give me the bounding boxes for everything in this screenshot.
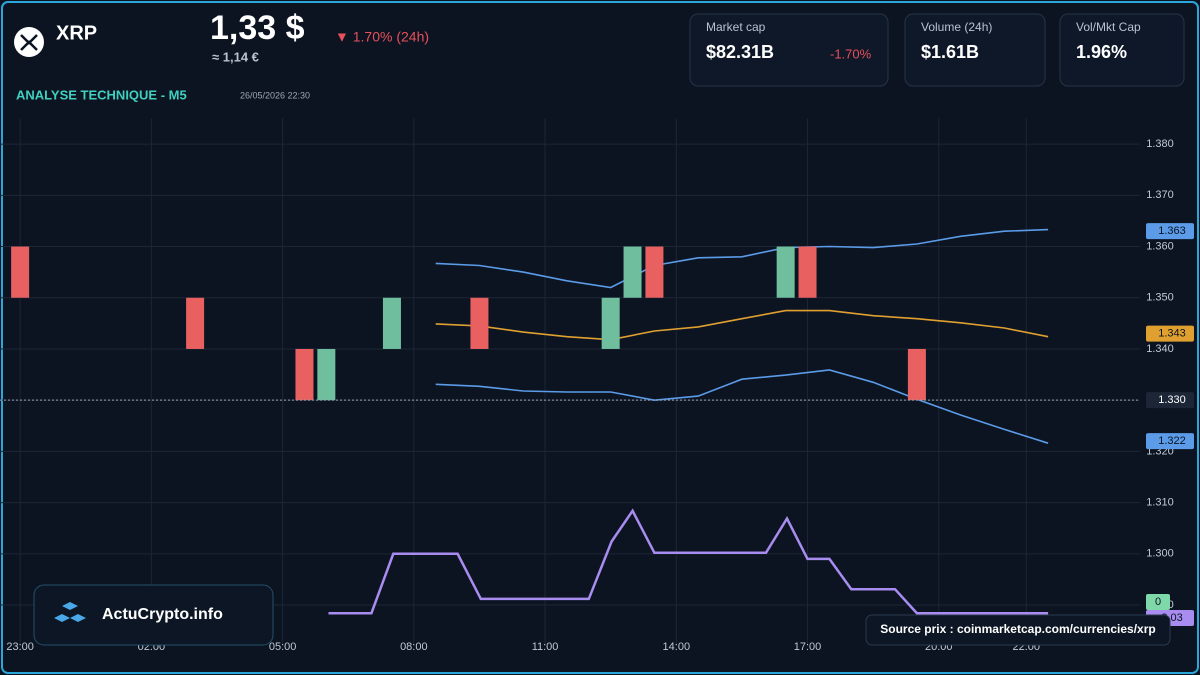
x-tick-label: 17:00 [794,641,822,653]
candle [382,297,401,349]
plot: 1.2901.3001.3101.3201.3301.3401.3501.360… [0,118,1194,653]
x-tick-label: 11:00 [532,641,559,653]
indicator-line [328,508,1049,615]
brand-box: ActuCrypto.info [33,584,274,646]
x-tick-label: 05:00 [269,641,297,653]
stat-card: Volume (24h) $1.61B [904,13,1046,87]
price-tag [1146,392,1194,409]
y-tick-label: 1.340 [1146,343,1174,355]
candle [776,246,795,298]
y-tick-label: 1.300 [1146,548,1174,560]
y-tick-label: 1.380 [1146,138,1174,150]
price-tag [1146,325,1194,342]
y-tick-label: 1.310 [1146,497,1174,509]
candle [295,348,314,401]
brand-name: ActuCrypto.info [102,606,223,623]
indicator-line [435,369,1049,444]
indicator-line [435,309,1049,341]
indicator-line [435,228,1049,289]
subtitle: ANALYSE TECHNIQUE - M5 [16,87,187,102]
price: 1,33 $ [210,9,305,47]
candle [623,246,642,298]
price-tag [1146,223,1194,240]
brand-logo [54,602,86,622]
price-tag-label: 1.322 [1158,435,1186,447]
brand-panel [33,584,274,646]
stat-value: $1.61B [921,42,979,62]
candle [601,297,620,349]
y-tick-label: 1.370 [1146,189,1174,201]
price-tag-label: 1.330 [1158,394,1186,406]
candle [317,348,336,401]
candle [11,246,30,298]
symbol: XRP [56,22,97,44]
y-tick-label: 1.350 [1146,292,1174,304]
stat-box [689,13,889,87]
stat-label: Vol/Mkt Cap [1076,20,1141,34]
stat-card: Vol/Mkt Cap 1.96% [1059,13,1185,87]
candle [470,297,489,349]
price-change: ▼ 1.70% (24h) [335,29,429,45]
indicator-tag-label: 0 [1155,596,1161,608]
stat-value: $82.31B [706,42,774,62]
source: Source prix : coinmarketcap.com/currenci… [880,622,1155,636]
price-tag-label: 1.343 [1158,328,1186,340]
candle [798,246,817,298]
price-tag [1146,433,1194,450]
x-tick-label: 23:00 [6,641,34,653]
xrp-logo-mark [20,34,38,51]
stat-card: Market cap $82.31B -1.70% [689,13,889,87]
x-tick-label: 14:00 [663,641,691,653]
x-tick-label: 08:00 [400,641,428,653]
candle [645,246,664,298]
y-tick-label: 1.360 [1146,240,1174,252]
date: 26/05/2026 22:30 [240,90,310,100]
stat-label: Market cap [706,20,766,34]
stat-change: -1.70% [830,46,872,61]
price-eur: ≈ 1,14 € [212,49,259,64]
indicator-tag [1146,594,1170,610]
candle [907,348,926,401]
stat-box [1059,13,1185,87]
stat-value: 1.96% [1076,42,1127,62]
price-tag-label: 1.363 [1158,225,1186,237]
stat-label: Volume (24h) [921,20,992,34]
source-box [865,614,1171,646]
stat-box [904,13,1046,87]
candle [186,297,205,349]
